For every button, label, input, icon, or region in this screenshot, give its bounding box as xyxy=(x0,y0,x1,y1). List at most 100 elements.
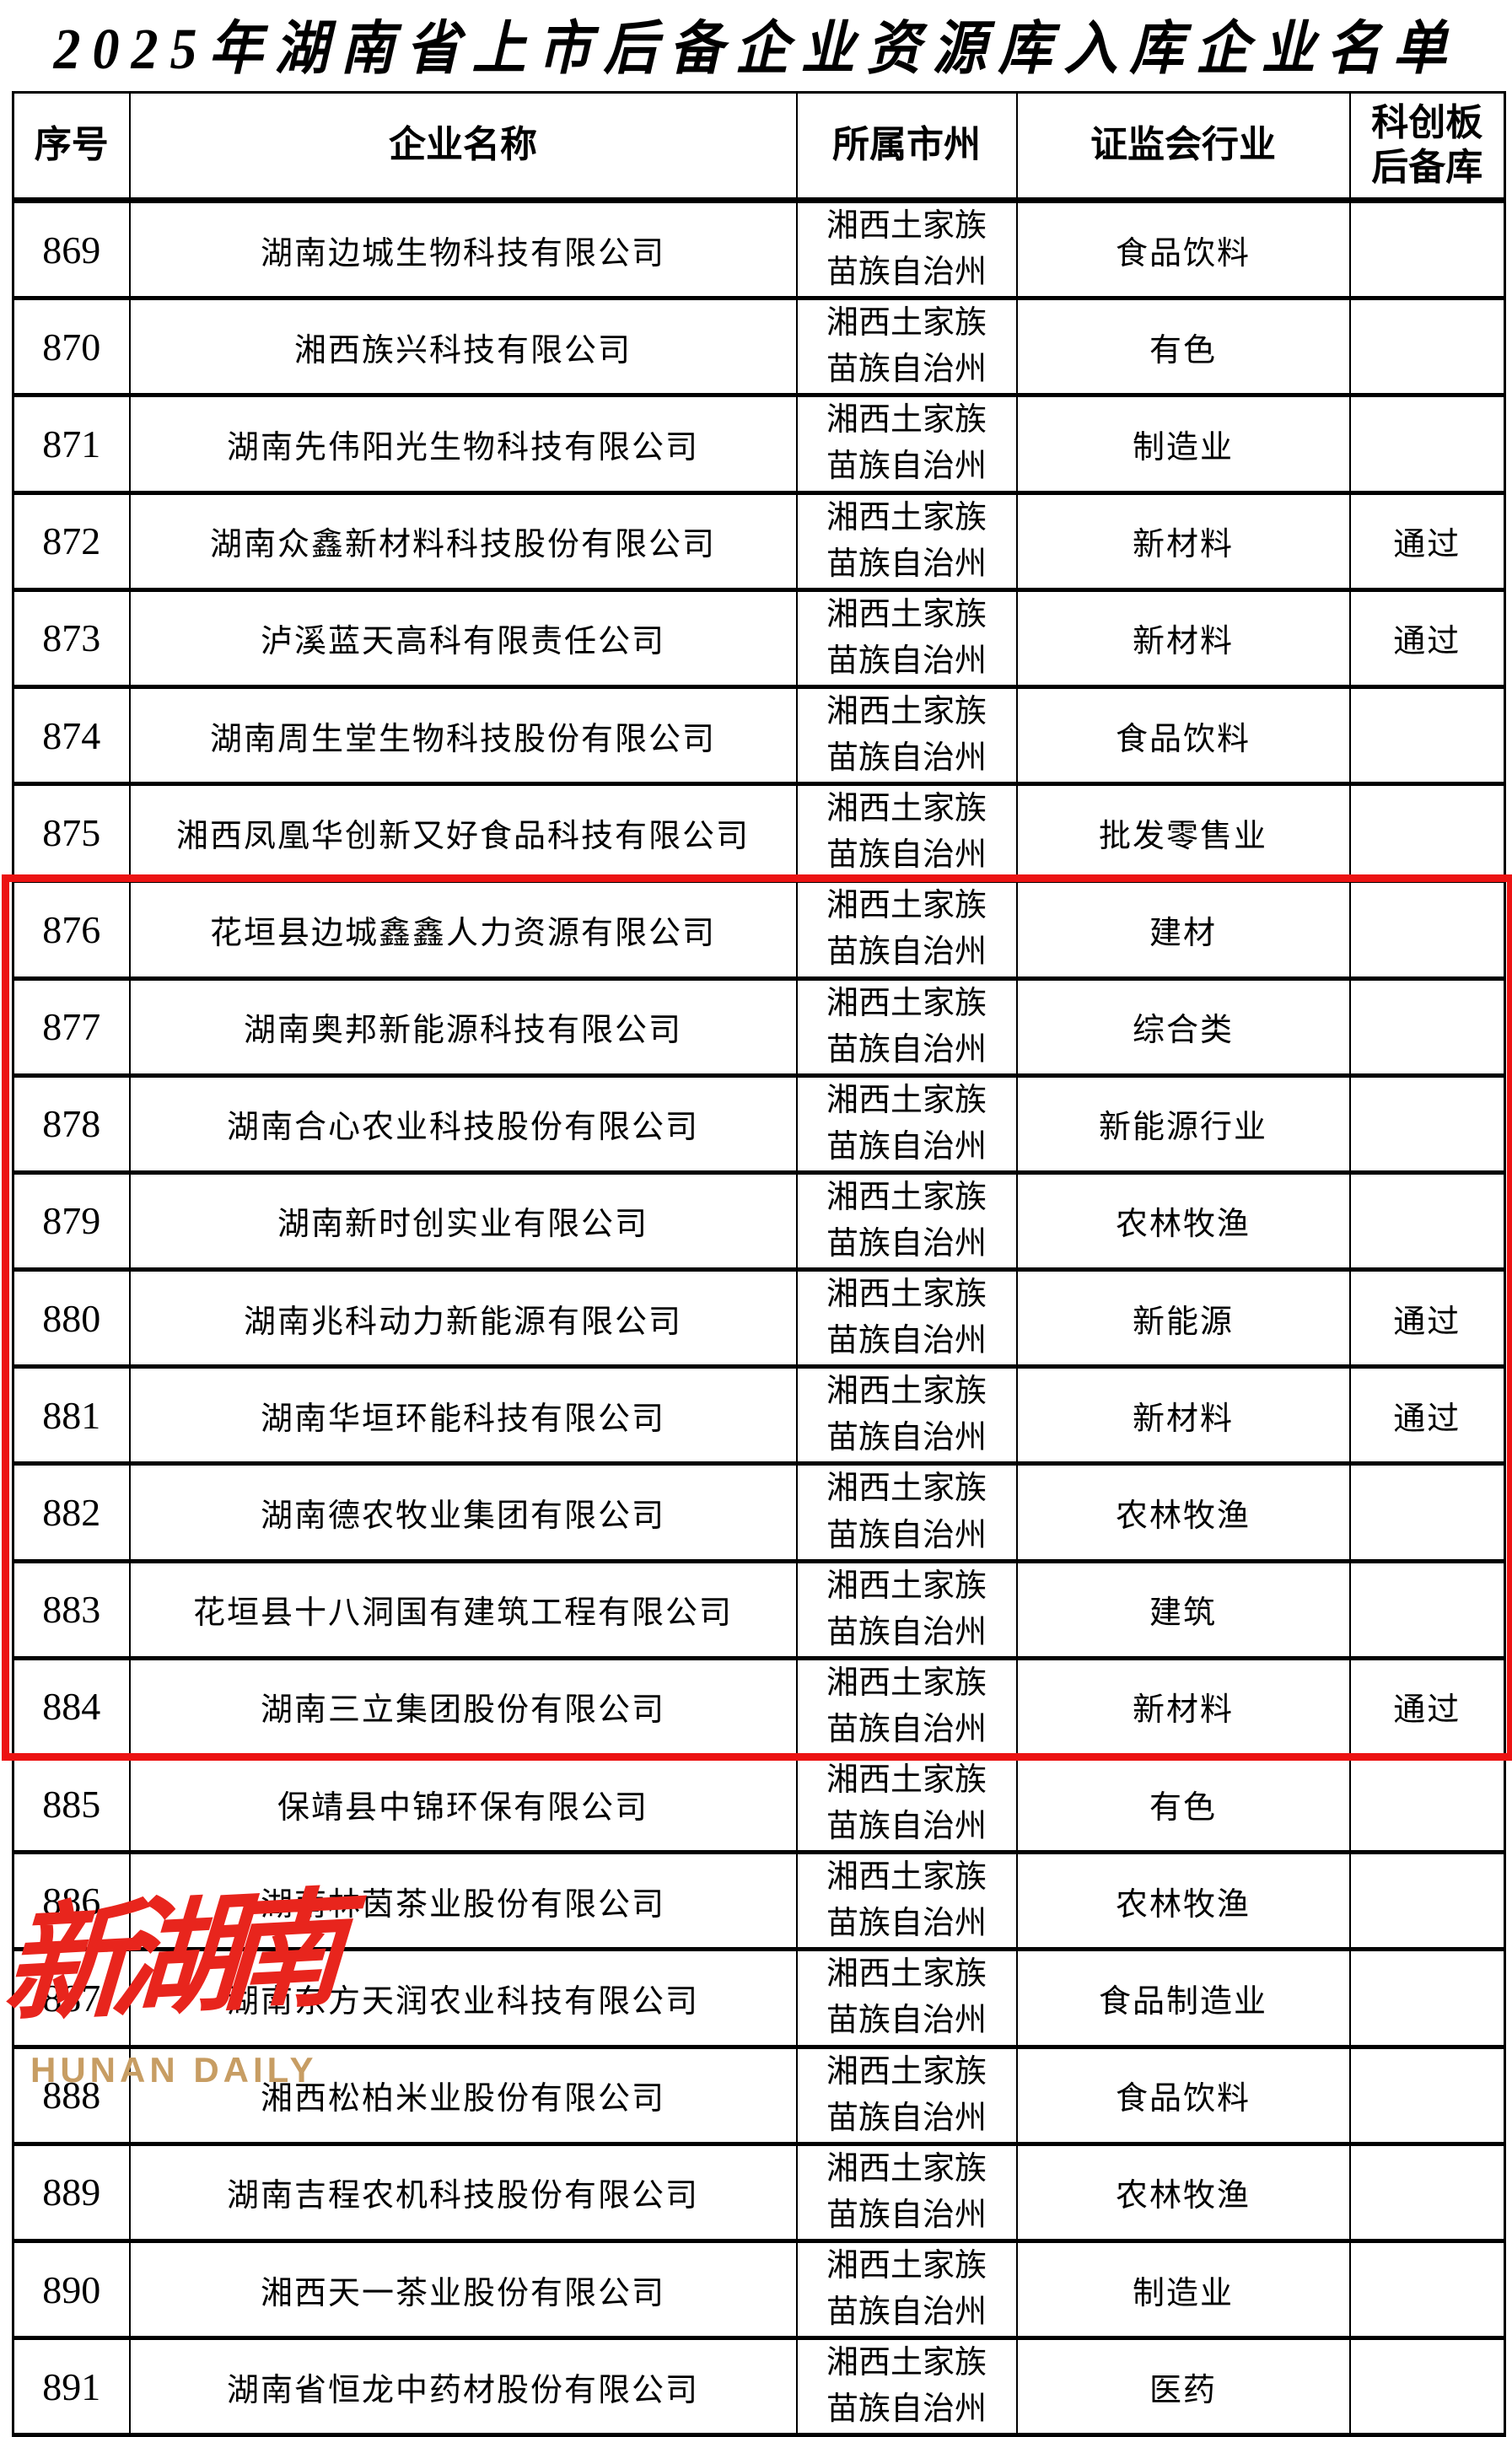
cell-company-name: 湖南东方天润农业科技有限公司 xyxy=(128,1947,798,2049)
cell-industry: 农林牧渔 xyxy=(1015,1461,1351,1563)
cell-company-name: 湖南兆科动力新能源有限公司 xyxy=(128,1267,798,1369)
page-title: 2025年湖南省上市后备企业资源库入库企业名单 xyxy=(53,16,1459,82)
cell-industry: 有色 xyxy=(1015,1752,1351,1855)
table-row: 877 湖南奥邦新能源科技有限公司 湘西土家族 苗族自治州 综合类 xyxy=(12,976,1506,1078)
table-row: 883 花垣县十八洞国有建筑工程有限公司 湘西土家族 苗族自治州 建筑 xyxy=(12,1558,1506,1660)
cell-city: 湘西土家族 苗族自治州 xyxy=(795,879,1018,981)
cell-city: 湘西土家族 苗族自治州 xyxy=(795,393,1018,495)
cell-city: 湘西土家族 苗族自治州 xyxy=(795,197,1018,301)
cell-serial-number: 872 xyxy=(12,490,131,592)
cell-industry: 食品饮料 xyxy=(1015,684,1351,787)
cell-company-name: 湘西族兴科技有限公司 xyxy=(128,296,798,398)
table-row: 886 湖南林茵茶业股份有限公司 湘西土家族 苗族自治州 农林牧渔 xyxy=(12,1850,1506,1952)
table-row: 878 湖南合心农业科技股份有限公司 湘西土家族 苗族自治州 新能源行业 xyxy=(12,1073,1506,1175)
cell-company-name: 湖南边城生物科技有限公司 xyxy=(128,197,798,301)
cell-star-status xyxy=(1348,879,1506,981)
cell-company-name: 湘西松柏米业股份有限公司 xyxy=(128,2044,798,2146)
cell-city: 湘西土家族 苗族自治州 xyxy=(795,684,1018,787)
cell-city: 湘西土家族 苗族自治州 xyxy=(795,2336,1018,2437)
cell-industry: 批发零售业 xyxy=(1015,782,1351,884)
cell-serial-number: 871 xyxy=(12,393,131,495)
cell-star-status xyxy=(1348,976,1506,1078)
cell-star-status xyxy=(1348,684,1506,787)
cell-serial-number: 891 xyxy=(12,2336,131,2437)
cell-city: 湘西土家族 苗族自治州 xyxy=(795,2238,1018,2341)
table-row: 876 花垣县边城鑫鑫人力资源有限公司 湘西土家族 苗族自治州 建材 xyxy=(12,879,1506,981)
cell-star-status: 通过 xyxy=(1348,1267,1506,1369)
table-row: 887 湖南东方天润农业科技有限公司 湘西土家族 苗族自治州 食品制造业 xyxy=(12,1947,1506,2049)
cell-star-status: 通过 xyxy=(1348,587,1506,689)
cell-serial-number: 883 xyxy=(12,1558,131,1660)
column-header-company: 企业名称 xyxy=(128,91,798,203)
cell-serial-number: 888 xyxy=(12,2044,131,2146)
cell-star-status xyxy=(1348,1558,1506,1660)
cell-serial-number: 879 xyxy=(12,1170,131,1272)
cell-industry: 食品饮料 xyxy=(1015,197,1351,301)
table-row: 871 湖南先伟阳光生物科技有限公司 湘西土家族 苗族自治州 制造业 xyxy=(12,393,1506,495)
cell-industry: 综合类 xyxy=(1015,976,1351,1078)
cell-city: 湘西土家族 苗族自治州 xyxy=(795,1364,1018,1466)
cell-company-name: 泸溪蓝天高科有限责任公司 xyxy=(128,587,798,689)
cell-serial-number: 885 xyxy=(12,1752,131,1855)
cell-industry: 农林牧渔 xyxy=(1015,1170,1351,1272)
cell-star-status xyxy=(1348,1461,1506,1563)
cell-industry: 新能源 xyxy=(1015,1267,1351,1369)
column-header-industry: 证监会行业 xyxy=(1015,91,1351,203)
cell-company-name: 湖南德农牧业集团有限公司 xyxy=(128,1461,798,1563)
cell-star-status: 通过 xyxy=(1348,1655,1506,1758)
table-row: 889 湖南吉程农机科技股份有限公司 湘西土家族 苗族自治州 农林牧渔 xyxy=(12,2141,1506,2243)
cell-star-status xyxy=(1348,1073,1506,1175)
cell-serial-number: 882 xyxy=(12,1461,131,1563)
cell-industry: 新材料 xyxy=(1015,1655,1351,1758)
cell-city: 湘西土家族 苗族自治州 xyxy=(795,1461,1018,1563)
cell-company-name: 湖南众鑫新材料科技股份有限公司 xyxy=(128,490,798,592)
cell-company-name: 湖南先伟阳光生物科技有限公司 xyxy=(128,393,798,495)
table-row: 891 湖南省恒龙中药材股份有限公司 湘西土家族 苗族自治州 医药 xyxy=(12,2336,1506,2437)
cell-serial-number: 887 xyxy=(12,1947,131,2049)
cell-serial-number: 870 xyxy=(12,296,131,398)
cell-company-name: 湖南周生堂生物科技股份有限公司 xyxy=(128,684,798,787)
cell-city: 湘西土家族 苗族自治州 xyxy=(795,1752,1018,1855)
table-row: 873 泸溪蓝天高科有限责任公司 湘西土家族 苗族自治州 新材料 通过 xyxy=(12,587,1506,689)
table-row: 890 湘西天一茶业股份有限公司 湘西土家族 苗族自治州 制造业 xyxy=(12,2238,1506,2341)
cell-city: 湘西土家族 苗族自治州 xyxy=(795,2141,1018,2243)
cell-company-name: 湖南合心农业科技股份有限公司 xyxy=(128,1073,798,1175)
cell-star-status xyxy=(1348,1170,1506,1272)
cell-city: 湘西土家族 苗族自治州 xyxy=(795,1655,1018,1758)
cell-city: 湘西土家族 苗族自治州 xyxy=(795,1558,1018,1660)
cell-city: 湘西土家族 苗族自治州 xyxy=(795,1850,1018,1952)
column-header-city: 所属市州 xyxy=(795,91,1018,203)
cell-industry: 新材料 xyxy=(1015,587,1351,689)
cell-city: 湘西土家族 苗族自治州 xyxy=(795,2044,1018,2146)
cell-company-name: 湖南三立集团股份有限公司 xyxy=(128,1655,798,1758)
cell-company-name: 湖南华垣环能科技有限公司 xyxy=(128,1364,798,1466)
cell-company-name: 湖南吉程农机科技股份有限公司 xyxy=(128,2141,798,2243)
cell-star-status xyxy=(1348,1947,1506,2049)
cell-star-status: 通过 xyxy=(1348,1364,1506,1466)
table-row: 869 湖南边城生物科技有限公司 湘西土家族 苗族自治州 食品饮料 xyxy=(12,197,1506,301)
cell-serial-number: 881 xyxy=(12,1364,131,1466)
cell-star-status xyxy=(1348,197,1506,301)
cell-serial-number: 889 xyxy=(12,2141,131,2243)
cell-city: 湘西土家族 苗族自治州 xyxy=(795,976,1018,1078)
cell-company-name: 花垣县十八洞国有建筑工程有限公司 xyxy=(128,1558,798,1660)
cell-industry: 建筑 xyxy=(1015,1558,1351,1660)
cell-city: 湘西土家族 苗族自治州 xyxy=(795,296,1018,398)
table-row: 879 湖南新时创实业有限公司 湘西土家族 苗族自治州 农林牧渔 xyxy=(12,1170,1506,1272)
cell-industry: 新材料 xyxy=(1015,490,1351,592)
cell-company-name: 湖南林茵茶业股份有限公司 xyxy=(128,1850,798,1952)
table-row: 872 湖南众鑫新材料科技股份有限公司 湘西土家族 苗族自治州 新材料 通过 xyxy=(12,490,1506,592)
table-row: 885 保靖县中锦环保有限公司 湘西土家族 苗族自治州 有色 xyxy=(12,1752,1506,1855)
cell-city: 湘西土家族 苗族自治州 xyxy=(795,1947,1018,2049)
cell-company-name: 花垣县边城鑫鑫人力资源有限公司 xyxy=(128,879,798,981)
cell-serial-number: 880 xyxy=(12,1267,131,1369)
table-row: 884 湖南三立集团股份有限公司 湘西土家族 苗族自治州 新材料 通过 xyxy=(12,1655,1506,1758)
cell-company-name: 湘西天一茶业股份有限公司 xyxy=(128,2238,798,2341)
cell-serial-number: 876 xyxy=(12,879,131,981)
cell-serial-number: 890 xyxy=(12,2238,131,2341)
cell-company-name: 湖南奥邦新能源科技有限公司 xyxy=(128,976,798,1078)
cell-industry: 医药 xyxy=(1015,2336,1351,2437)
table-body: 869 湖南边城生物科技有限公司 湘西土家族 苗族自治州 食品饮料 870 湘西… xyxy=(12,197,1506,2437)
cell-industry: 制造业 xyxy=(1015,2238,1351,2341)
cell-industry: 新材料 xyxy=(1015,1364,1351,1466)
